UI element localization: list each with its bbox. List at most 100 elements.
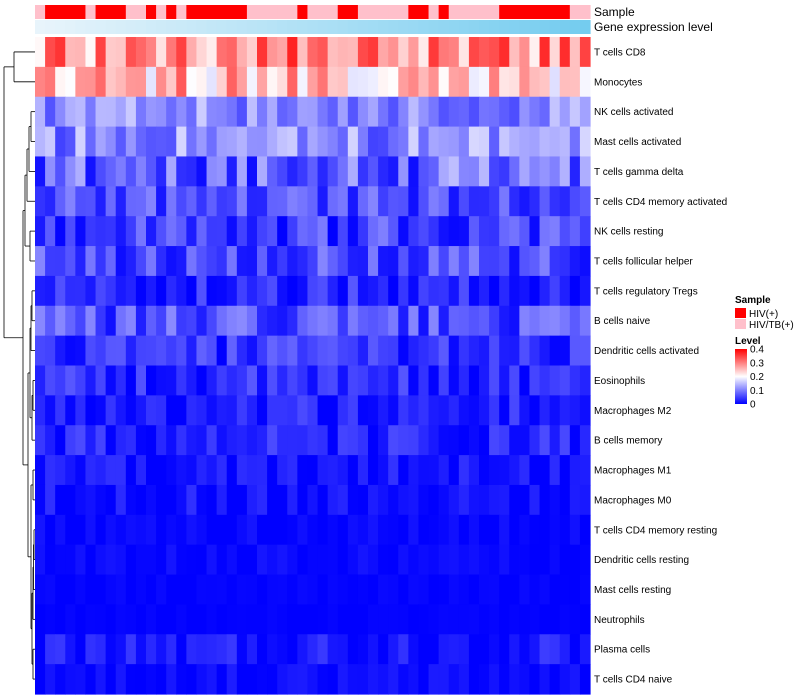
- heatmap-cell: [509, 484, 520, 516]
- heatmap-cell: [468, 216, 480, 247]
- heatmap-cell: [529, 664, 541, 695]
- heatmap-cell: [267, 335, 278, 367]
- heatmap-cell: [307, 216, 319, 247]
- heatmap-cell: [468, 514, 480, 546]
- heatmap-cell: [579, 216, 591, 247]
- heatmap-cell: [236, 186, 248, 217]
- heatmap-cell: [438, 574, 450, 606]
- heatmap-cell: [479, 455, 490, 486]
- heatmap-cell: [357, 455, 369, 486]
- heatmap-cell: [559, 455, 571, 486]
- heatmap-cell: [337, 425, 349, 456]
- heatmap-cell: [347, 425, 359, 456]
- heatmap-cell: [297, 395, 309, 426]
- heatmap-cell: [156, 425, 167, 456]
- heatmap-cell: [337, 126, 349, 158]
- expression-cell: [146, 20, 157, 34]
- heatmap-cell: [509, 664, 520, 695]
- expression-cell: [337, 20, 349, 34]
- heatmap-cell: [216, 156, 228, 187]
- row-label: T cells CD4 naive: [594, 675, 673, 686]
- heatmap-cell: [509, 335, 520, 367]
- heatmap-cell: [166, 66, 177, 98]
- heatmap-cell: [277, 37, 288, 68]
- heatmap-cell: [499, 365, 510, 396]
- heatmap-cell: [368, 186, 379, 217]
- heatmap-cell: [468, 455, 480, 486]
- heatmap-cell: [55, 455, 66, 486]
- heatmap-cell: [125, 335, 137, 367]
- heatmap-cell: [569, 425, 581, 456]
- heatmap-cell: [226, 66, 238, 98]
- heatmap-cell: [468, 604, 480, 635]
- heatmap-cell: [357, 96, 369, 128]
- heatmap-cell: [257, 514, 268, 546]
- heatmap-cell: [236, 514, 248, 546]
- heatmap-cell: [105, 544, 117, 576]
- sample-cell: [479, 5, 490, 19]
- heatmap-cell: [458, 126, 470, 158]
- heatmap-cell: [569, 395, 581, 426]
- heatmap-cell: [85, 335, 97, 367]
- heatmap-cell: [347, 305, 359, 337]
- heatmap-cell: [398, 37, 409, 68]
- heatmap-cell: [428, 544, 440, 576]
- heatmap-cell: [287, 425, 298, 456]
- heatmap-cell: [146, 574, 157, 606]
- heatmap-cell: [85, 544, 97, 576]
- heatmap-cell: [186, 484, 198, 516]
- heatmap-cell: [216, 305, 228, 337]
- heatmap-cell: [398, 246, 409, 277]
- heatmap-cell: [357, 604, 369, 635]
- heatmap-cell: [246, 246, 258, 277]
- heatmap-cell: [549, 365, 561, 396]
- heatmap-cell: [337, 634, 349, 665]
- expression-cell: [529, 20, 541, 34]
- heatmap-cell: [327, 37, 339, 68]
- heatmap-cell: [216, 544, 228, 576]
- heatmap-cell: [559, 335, 571, 367]
- heatmap-cell: [468, 96, 480, 128]
- heatmap-cell: [115, 305, 127, 337]
- row-label: Monocytes: [594, 77, 642, 88]
- heatmap-cell: [357, 275, 369, 307]
- heatmap-cell: [135, 574, 147, 606]
- heatmap-cell: [317, 365, 329, 396]
- heatmap-cell: [489, 275, 500, 307]
- heatmap-cell: [468, 544, 480, 576]
- heatmap-cell: [176, 66, 187, 98]
- heatmap-cell: [287, 574, 298, 606]
- expression-cell: [287, 20, 298, 34]
- expression-cell: [418, 20, 430, 34]
- heatmap-cell: [216, 96, 228, 128]
- heatmap-cell: [216, 216, 228, 247]
- heatmap-cell: [418, 335, 430, 367]
- heatmap-cell: [55, 246, 66, 277]
- heatmap-cell: [569, 275, 581, 307]
- heatmap-cell: [479, 425, 490, 456]
- heatmap-cell: [95, 365, 107, 396]
- heatmap-cell: [448, 216, 460, 247]
- heatmap-cell: [277, 604, 288, 635]
- heatmap-cell: [257, 335, 268, 367]
- sample-cell: [357, 5, 369, 19]
- heatmap-cell: [166, 514, 177, 546]
- heatmap-cell: [539, 37, 551, 68]
- heatmap-cell: [448, 604, 460, 635]
- heatmap-cell: [357, 634, 369, 665]
- heatmap-cell: [287, 186, 298, 217]
- legend: Sample HIV(+) HIV/TB(+) Level 0.40.30.20…: [735, 295, 794, 411]
- heatmap-cell: [45, 246, 56, 277]
- heatmap-cell: [115, 455, 127, 486]
- heatmap-cell: [549, 216, 561, 247]
- expression-cell: [125, 20, 137, 34]
- heatmap-cell: [428, 156, 440, 187]
- heatmap-cell: [55, 484, 66, 516]
- heatmap-cell: [236, 395, 248, 426]
- heatmap-cell: [125, 604, 137, 635]
- heatmap-cell: [176, 514, 187, 546]
- heatmap-cell: [408, 275, 420, 307]
- heatmap-cell: [559, 604, 571, 635]
- heatmap-cell: [287, 335, 298, 367]
- heatmap-cell: [166, 156, 177, 187]
